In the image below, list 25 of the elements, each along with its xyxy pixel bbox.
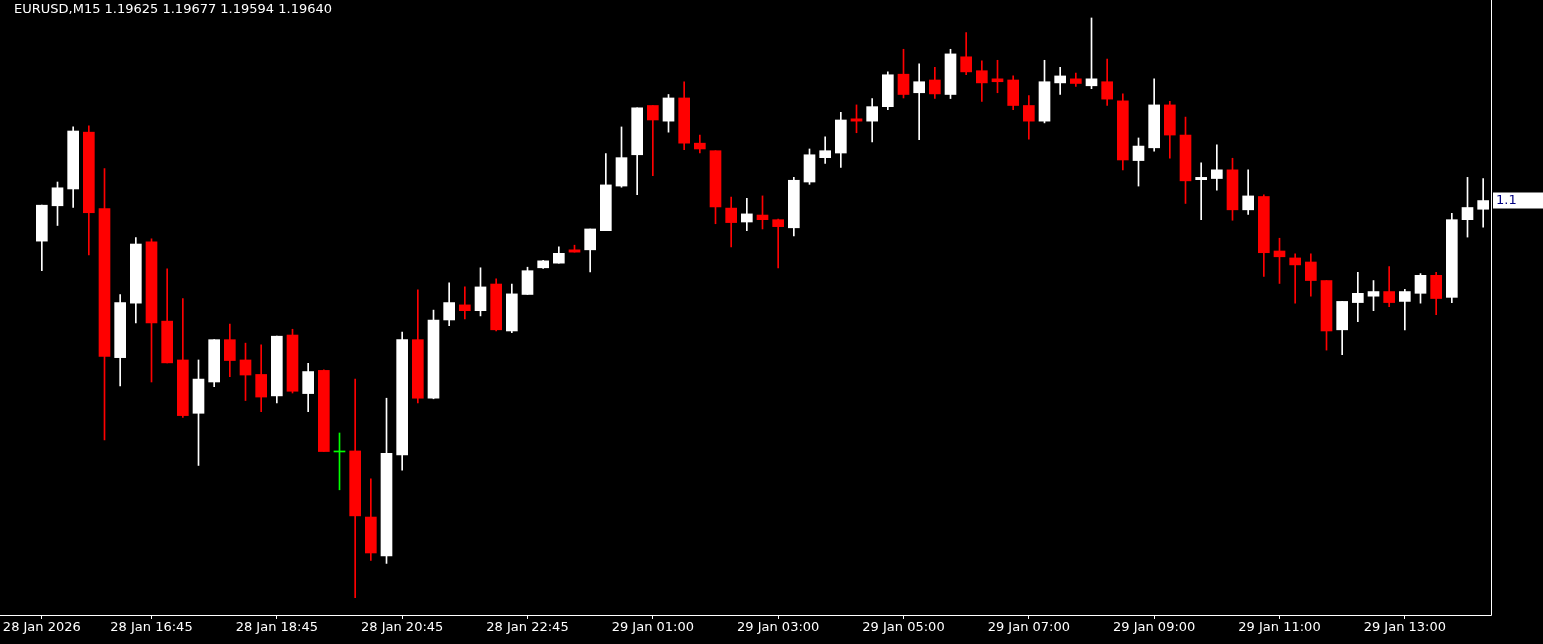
- candlestick: [1352, 272, 1364, 323]
- candlestick: [1289, 253, 1301, 304]
- x-tick-label: 29 Jan 05:00: [862, 619, 945, 635]
- candlestick: [772, 218, 784, 269]
- x-tick-label: 29 Jan 01:00: [611, 619, 694, 635]
- x-tick-label: 29 Jan 03:00: [737, 619, 820, 635]
- x-tick-label: 28 Jan 2026: [2, 619, 81, 635]
- x-tick-label: 29 Jan 09:00: [1113, 619, 1196, 635]
- candlestick: [1211, 144, 1223, 191]
- x-tick-label: 28 Jan 22:45: [486, 619, 569, 635]
- candlestick: [1477, 178, 1489, 228]
- x-tick-label: 29 Jan 11:00: [1238, 619, 1321, 635]
- candlestick: [913, 63, 925, 141]
- x-tick-label: 29 Jan 13:00: [1363, 619, 1446, 635]
- candlestick: [459, 286, 471, 320]
- candlestick: [1054, 66, 1066, 95]
- x-tick-label: 29 Jan 07:00: [987, 619, 1070, 635]
- x-tick-label: 28 Jan 16:45: [110, 619, 193, 635]
- candlestick: [647, 105, 659, 176]
- candlestick: [1195, 162, 1207, 221]
- x-tick-label: 28 Jan 20:45: [361, 619, 444, 635]
- x-tick-label: 28 Jan 18:45: [235, 619, 318, 635]
- chart-title: EURUSD,M15 1.19625 1.19677 1.19594 1.19640: [14, 0, 332, 16]
- text: 1.1: [1496, 191, 1517, 207]
- candlestick: [741, 197, 753, 232]
